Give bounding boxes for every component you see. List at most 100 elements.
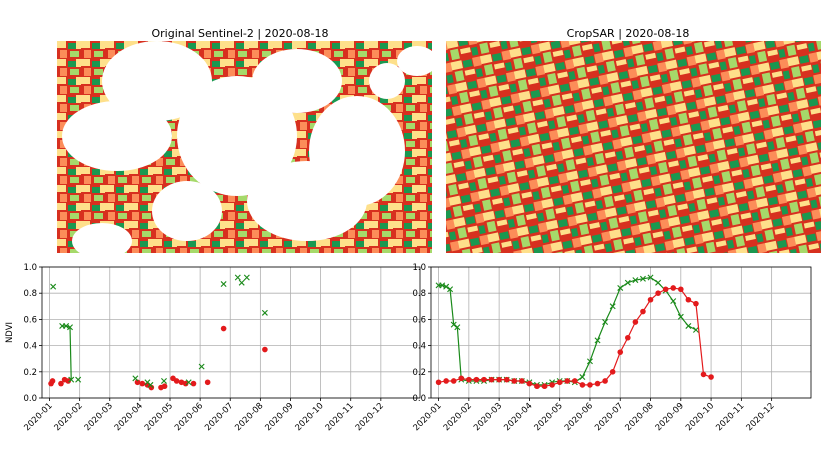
data-point-green-x-line	[454, 324, 461, 331]
x-tick-label: 2020-08	[233, 401, 265, 433]
data-point-green-x-line	[670, 298, 677, 305]
y-tick-label: 0.8	[412, 289, 426, 299]
right-map-title: CropSAR | 2020-08-18	[566, 27, 690, 40]
plot-frame	[41, 266, 421, 399]
data-point-green-x	[75, 376, 82, 383]
data-point-green-x	[160, 377, 167, 384]
sentinel2-map	[57, 41, 432, 253]
y-tick-label: 0.6	[412, 315, 426, 325]
data-point-green-x-line	[692, 326, 699, 333]
data-point-red-dot-line	[541, 383, 548, 390]
x-tick-label: 2020-05	[143, 401, 175, 433]
data-point-green-x-line	[586, 358, 593, 365]
left-map-title: Original Sentinel-2 | 2020-08-18	[151, 27, 329, 40]
data-point-green-x	[234, 274, 241, 281]
x-tick-label: 2020-04	[113, 401, 145, 433]
y-tick-label: 0.2	[23, 368, 37, 378]
data-point-green-x	[198, 363, 205, 370]
data-point-green-x-line	[639, 275, 646, 282]
data-point-red-dot-line	[647, 296, 654, 303]
data-point-red-dot-line	[594, 380, 601, 387]
y-tick-label: 0.8	[23, 289, 37, 299]
data-point-green-x-line	[609, 303, 616, 310]
plot-frame	[430, 266, 812, 399]
data-point-red-dot-line	[443, 378, 449, 384]
data-point-red-dot-line	[511, 378, 518, 384]
y-tick-label: 0.0	[23, 394, 37, 404]
data-point-green-x-line	[624, 279, 631, 286]
data-point-green-x	[185, 379, 192, 386]
x-tick-label: 2020-12	[745, 401, 777, 433]
data-point-red-dot-line	[625, 334, 631, 341]
data-point-green-x-line	[579, 374, 586, 381]
data-point-red-dot-line	[473, 376, 480, 383]
data-point-red-dots	[161, 383, 168, 390]
data-point-green-x-line	[685, 322, 692, 329]
data-point-red-dot-line	[549, 382, 555, 388]
data-point-green-line-segment	[67, 324, 74, 331]
x-tick-label: 2020-04	[502, 401, 534, 433]
data-point-green-x-line	[594, 337, 601, 344]
cropsar-map-svg	[446, 41, 821, 253]
data-point-green-line-segment	[68, 376, 75, 383]
data-point-red-dot-line	[632, 319, 639, 325]
x-tick-label: 2020-10	[294, 401, 326, 433]
data-point-red-dot-line	[640, 308, 646, 315]
data-point-green-x	[261, 309, 268, 316]
data-point-red-dot-line	[435, 379, 442, 386]
data-point-red-dot-line	[700, 371, 707, 378]
x-tick-label: 2020-01	[22, 401, 54, 433]
data-point-red-dot-line	[450, 378, 457, 384]
data-point-red-dots	[262, 346, 268, 353]
x-tick-label: 2020-08	[623, 401, 655, 433]
data-point-green-x-line	[655, 279, 662, 286]
x-tick-label: 2020-07	[593, 401, 625, 433]
x-tick-label: 2020-03	[83, 401, 115, 433]
data-point-green-x-line	[677, 313, 684, 320]
data-point-red-dot-line	[678, 286, 684, 293]
data-point-green-x	[220, 281, 227, 288]
data-point-green-x	[147, 381, 154, 388]
data-point-red-dots	[139, 380, 146, 387]
cropsar-map	[446, 41, 821, 253]
series-line-green-line-segment	[62, 325, 72, 380]
x-tick-label: 2020-12	[354, 401, 386, 433]
data-point-red-dot-line	[481, 376, 487, 383]
data-point-green-x	[243, 274, 250, 281]
x-tick-label: 2020-03	[472, 401, 504, 433]
x-tick-label: 2020-10	[684, 401, 716, 433]
x-tick-label: 2020-09	[263, 401, 295, 433]
data-point-red-dot-line	[617, 349, 624, 355]
data-point-red-dot-line	[458, 375, 465, 382]
data-point-red-dot-line	[496, 376, 502, 383]
data-point-red-dots	[58, 380, 64, 387]
sentinel2-map-svg	[57, 41, 432, 253]
data-point-red-dot-line	[655, 290, 661, 297]
data-point-red-dot-line	[662, 286, 669, 293]
y-tick-label: 0.6	[23, 315, 37, 325]
data-point-red-dot-line	[572, 378, 578, 384]
data-point-red-dots	[190, 380, 197, 387]
ndvi-chart-original: 0.00.20.40.60.81.02020-012020-022020-032…	[5, 263, 421, 433]
data-point-red-dot-line	[534, 383, 540, 390]
data-point-red-dot-line	[670, 285, 677, 291]
data-point-green-x	[132, 375, 139, 382]
data-point-red-dot-line	[519, 378, 525, 384]
data-point-red-dot-line	[708, 374, 714, 380]
y-tick-label: 0.0	[412, 394, 426, 404]
data-point-red-dots	[220, 325, 227, 332]
data-point-red-dot-line	[685, 296, 692, 303]
data-point-red-dots	[173, 378, 180, 384]
data-point-green-x	[50, 283, 57, 290]
x-tick-label: 2020-05	[533, 401, 565, 433]
data-point-green-x-line	[450, 321, 457, 328]
y-tick-label: 0.2	[412, 368, 426, 378]
x-tick-label: 2020-06	[173, 401, 205, 433]
y-tick-label: 0.4	[412, 342, 426, 352]
data-point-red-dot-line	[488, 376, 495, 383]
x-tick-label: 2020-02	[53, 401, 85, 433]
data-point-red-dot-line	[602, 378, 608, 384]
data-point-red-dots	[178, 379, 185, 386]
y-tick-label: 0.4	[23, 342, 37, 352]
